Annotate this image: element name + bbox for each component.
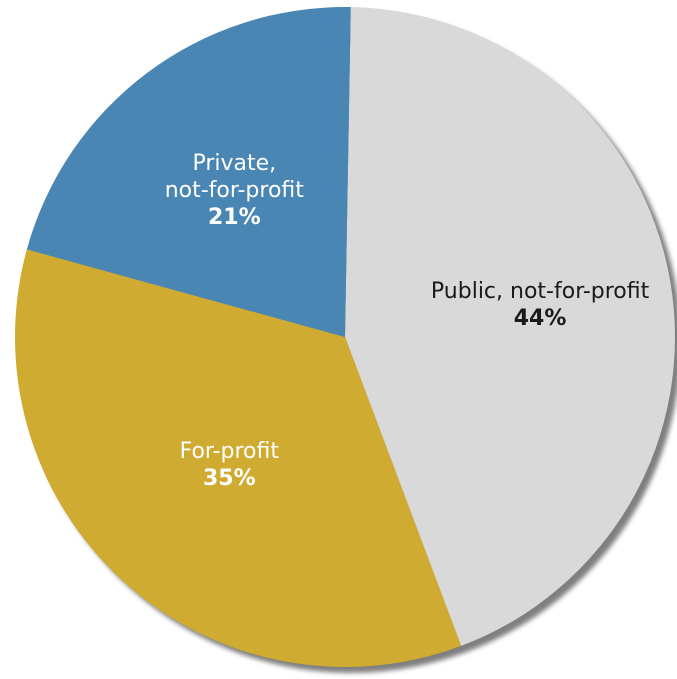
pie-slice-label-1: For-profit 35% [180,439,280,491]
slice-category-label: Private, [192,151,276,176]
slice-value-label: 35% [203,466,256,491]
pie-slice-1 [15,249,462,668]
pie-labels-layer: Public, not-for-profit 44% For-profit 35% Pr… [165,151,650,491]
slice-category-label: For-profit [180,439,280,464]
pie-slice-label-2: Private, not-for-profit 21% [165,151,305,230]
pie-slice-2 [26,6,351,337]
slice-category-label: not-for-profit [165,178,305,203]
slice-value-label: 44% [514,306,567,331]
slice-value-label: 21% [208,205,261,230]
pie-slice-0 [345,7,676,646]
slice-category-label: Public, not-for-profit [431,279,650,304]
pie-slices-layer [15,6,676,668]
pie-slice-label-0: Public, not-for-profit 44% [431,279,650,331]
